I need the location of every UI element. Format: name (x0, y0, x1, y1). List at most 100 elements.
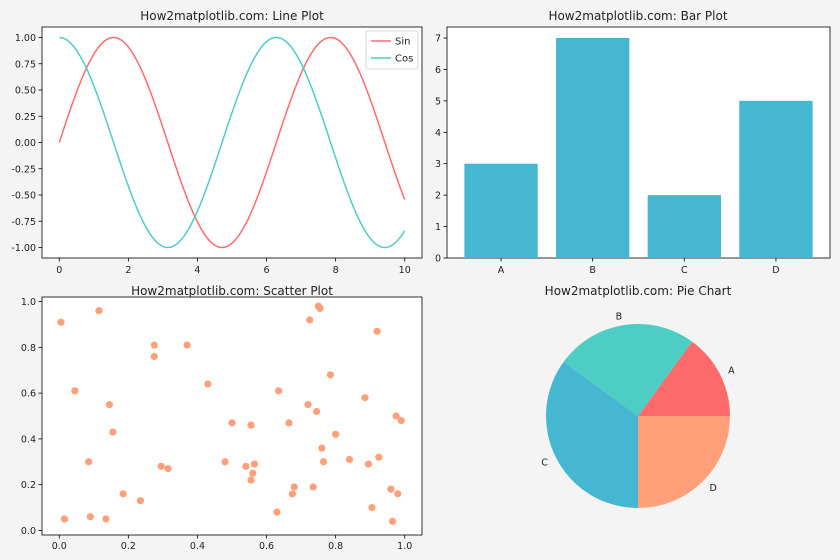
x-tick-label: C (681, 265, 688, 276)
y-tick-label: 2 (435, 191, 441, 202)
bar-plot-title: How2matplotlib.com: Bar Plot (548, 9, 727, 23)
bar-d (739, 100, 813, 258)
x-tick-label: D (772, 265, 779, 276)
scatter-point (242, 462, 250, 470)
line-plot-axes (41, 26, 423, 259)
scatter-point (364, 460, 373, 468)
scatter-point (306, 316, 314, 324)
pie-label: C (541, 457, 548, 468)
x-tick-label: 0 (56, 265, 62, 276)
scatter-point (319, 458, 328, 466)
scatter-point (228, 419, 236, 427)
scatter-point (392, 412, 400, 420)
scatter-point (105, 400, 113, 409)
bar-b (556, 38, 630, 258)
x-tick-label: A (498, 265, 505, 276)
x-tick-label: 0.6 (259, 541, 274, 552)
scatter-point (326, 371, 335, 379)
scatter-point (318, 444, 326, 452)
scatter-point (368, 503, 376, 512)
scatter-plot-panel: How2matplotlib.com: Scatter Plot 0.0 0.2 0… (21, 284, 423, 552)
y-tick-label: 0.25 (15, 112, 36, 123)
pie-label: A (728, 366, 735, 377)
scatter-point (136, 497, 145, 505)
y-tick-label: 0.50 (15, 86, 36, 97)
legend: Sin Cos (365, 30, 419, 70)
scatter-point (183, 341, 191, 349)
scatter-point (102, 515, 110, 523)
pie-chart-panel: How2matplotlib.com: Pie Chart A B C D (541, 284, 735, 508)
series-line-cos (59, 36, 406, 249)
scatter-point (60, 515, 69, 523)
scatter-point (150, 341, 158, 349)
scatter-point (119, 490, 127, 498)
scatter-point (309, 483, 317, 491)
pie-slice-d (638, 416, 730, 508)
scatter-point (304, 400, 312, 409)
y-tick-label: 0.6 (21, 389, 36, 400)
x-tick-label: 6 (264, 265, 270, 276)
y-tick-label: -0.25 (11, 164, 36, 175)
x-tick-label: 0.8 (328, 541, 343, 552)
scatter-plot-title: How2matplotlib.com: Scatter Plot (131, 284, 333, 298)
y-tick-label: 7 (435, 34, 441, 45)
y-tick-label: 0.8 (21, 343, 36, 354)
y-tick-label: 4 (435, 128, 441, 139)
x-tick-label: 0.0 (52, 541, 67, 552)
legend-label: Sin (395, 37, 410, 48)
y-tick-label: 1 (435, 222, 441, 233)
scatter-point (109, 428, 117, 436)
scatter-point (247, 476, 255, 484)
y-tick-label: -0.75 (11, 217, 36, 228)
scatter-point (150, 352, 158, 361)
scatter-point (290, 483, 298, 491)
x-tick-label: 10 (399, 265, 411, 276)
scatter-point (288, 490, 297, 498)
scatter-point (95, 307, 103, 315)
y-tick-label: 0 (435, 254, 441, 265)
scatter-point (57, 318, 65, 326)
series-line-sin (58, 36, 406, 249)
scatter-point (85, 458, 93, 466)
x-tick-label: 0.2 (121, 541, 136, 552)
y-tick-label: -1.00 (11, 243, 36, 254)
scatter-plot-content: 0.0 0.2 0.4 0.6 0.8 1.0 0.0 0.2 0.4 0.6 0.8 1.0 (21, 297, 412, 552)
pie-slice-b (563, 323, 693, 416)
scatter-point (332, 430, 340, 438)
scatter-point (275, 387, 283, 395)
bar-plot-panel: How2matplotlib.com: Bar Plot A B C D 0 1 2 3 4 5 6… (435, 9, 831, 276)
x-tick-label: 4 (194, 265, 200, 276)
scatter-point (345, 455, 354, 464)
y-tick-label: 3 (435, 159, 441, 170)
pie-chart-content: A B C D (541, 312, 735, 508)
scatter-point (313, 407, 321, 416)
pie-label: D (710, 483, 717, 494)
line-plot-content: 0 2 4 6 8 10 1.00 0.75 0.50 0.25 0.00 -0.25 -0.50 -0.… (11, 30, 419, 276)
x-tick-label: 1.0 (397, 541, 412, 552)
y-tick-label: 1.00 (15, 33, 36, 44)
y-tick-label: 0.75 (15, 59, 36, 70)
scatter-point (157, 462, 165, 470)
x-tick-label: B (589, 265, 596, 276)
scatter-point (164, 465, 172, 473)
y-tick-label: -0.50 (11, 191, 36, 202)
y-tick-label: 0.0 (21, 526, 36, 537)
scatter-point (316, 304, 324, 313)
scatter-point (250, 460, 259, 468)
scatter-point (373, 327, 381, 335)
scatter-point (71, 387, 79, 395)
pie-chart-title: How2matplotlib.com: Pie Chart (545, 284, 732, 298)
scatter-plot-axes (41, 296, 423, 536)
scatter-point (249, 469, 257, 477)
bar-plot-content: A B C D 0 1 2 3 4 5 6 7 (435, 34, 813, 276)
scatter-point (86, 513, 94, 521)
x-tick-label: 0.4 (190, 541, 205, 552)
y-tick-label: 0.00 (15, 138, 36, 149)
y-tick-label: 5 (435, 96, 441, 107)
y-tick-label: 0.2 (21, 480, 36, 491)
y-tick-label: 0.4 (21, 434, 36, 445)
bar-a (464, 163, 538, 258)
scatter-point (397, 416, 405, 425)
line-plot-title: How2matplotlib.com: Line Plot (140, 9, 324, 23)
